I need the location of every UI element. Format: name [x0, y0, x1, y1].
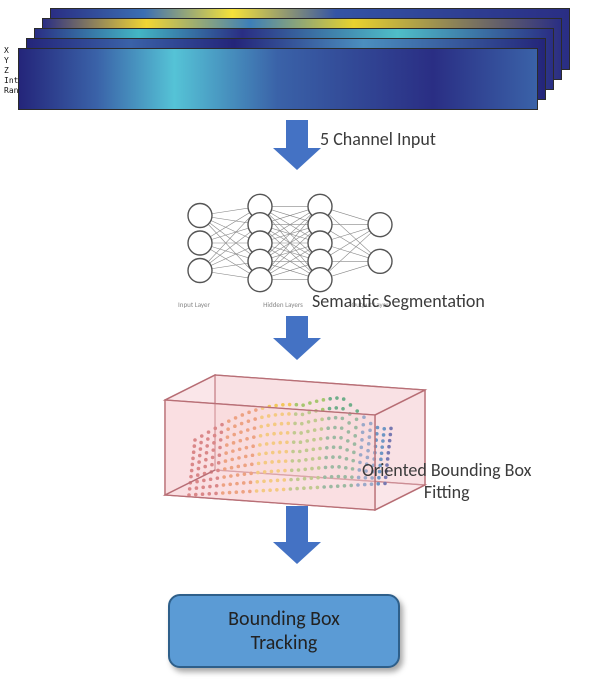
channel-stack: XYZIntensityRange: [10, 8, 580, 118]
nn-caption-input: Input Layer: [174, 300, 214, 309]
nn-caption-hidden: Hidden Layers: [258, 300, 308, 309]
final-box-l1: Bounding Box: [228, 607, 340, 631]
label-oriented-bbox: Oriented Bounding Box Fitting: [362, 460, 531, 503]
label-oriented-bbox-l2: Fitting: [424, 481, 470, 503]
arrow-3: [273, 506, 321, 564]
arrow-1: [273, 120, 321, 170]
label-oriented-bbox-l1: Oriented Bounding Box: [362, 459, 531, 481]
bounding-box-tracking-box: Bounding Box Tracking: [168, 594, 400, 668]
label-semantic-segmentation: Semantic Segmentation: [312, 290, 485, 312]
label-5-channel-input: 5 Channel Input: [320, 128, 436, 150]
final-box-l2: Tracking: [251, 631, 318, 655]
arrow-2: [273, 316, 321, 360]
channel-layer-4: [18, 48, 538, 110]
